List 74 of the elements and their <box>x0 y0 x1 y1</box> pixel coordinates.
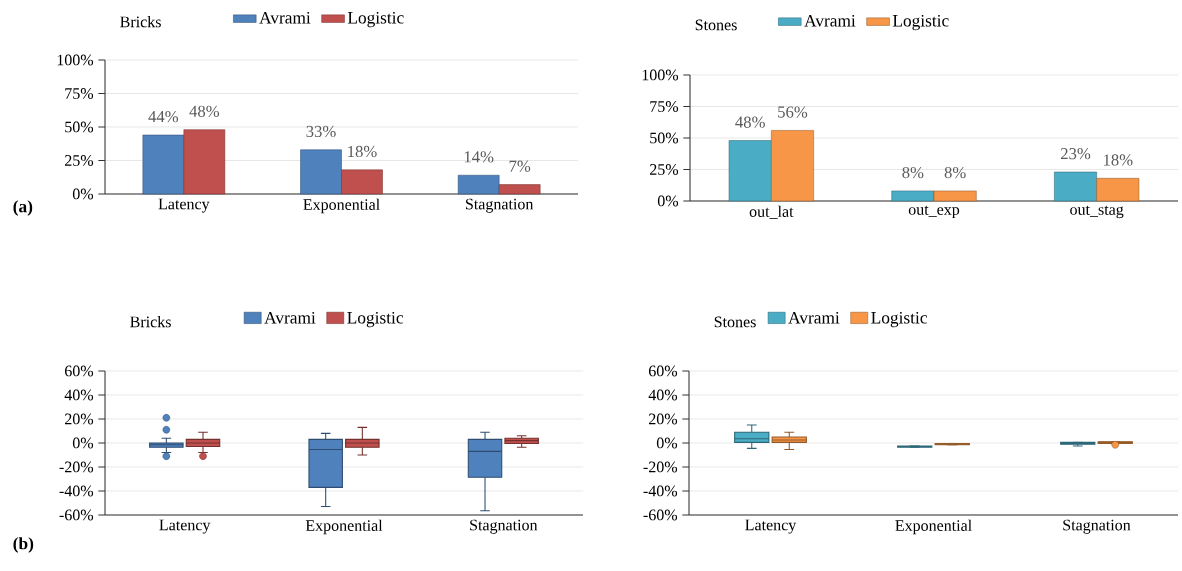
x-tick-label: out_exp <box>908 205 960 219</box>
y-tick-label: 25% <box>65 155 94 166</box>
y-tick-label: -60% <box>59 509 94 521</box>
y-tick-label: -20% <box>643 461 678 473</box>
x-tick-label: Latency <box>745 519 797 534</box>
y-tick-label: 75% <box>65 88 94 99</box>
bar <box>1054 171 1097 202</box>
x-tick-label: Exponential <box>305 519 383 535</box>
y-tick-label: 40% <box>648 389 678 401</box>
x-tick-label: Stagnation <box>1063 519 1131 534</box>
x-tick-label: Latency <box>158 198 210 213</box>
y-tick-label: 60% <box>65 365 94 377</box>
y-tick-label: 0% <box>72 188 94 200</box>
y-tick-label: 20% <box>65 413 94 425</box>
chart-title: Bricks <box>120 16 161 28</box>
bar <box>1096 178 1140 202</box>
y-tick-label: -20% <box>59 461 94 473</box>
x-tick-label: out_lat <box>749 205 794 219</box>
bar <box>891 190 935 202</box>
data-label: 18% <box>348 145 377 158</box>
chart-title: Bricks <box>130 316 171 328</box>
y-tick-label: 0% <box>72 437 94 449</box>
legend-label: Logistic <box>347 11 404 28</box>
y-tick-label: 25% <box>650 164 679 175</box>
x-tick-label: Latency <box>159 519 211 534</box>
data-label: 44% <box>148 111 179 123</box>
text: (b) <box>13 537 34 553</box>
y-tick-label: -60% <box>643 509 678 521</box>
y-tick-label: 0% <box>657 195 679 207</box>
legend-label: Logistic <box>347 311 403 328</box>
data-label: 18% <box>1104 154 1133 166</box>
data-label: 23% <box>1060 148 1091 160</box>
data-label: 8% <box>902 166 924 179</box>
data-label: 8% <box>944 166 966 179</box>
legend-label: Avrami <box>788 311 840 324</box>
x-tick-label: Stagnation <box>466 198 534 213</box>
y-tick-label: 60% <box>648 365 678 377</box>
legend-label: Avrami <box>804 14 856 27</box>
y-tick-label: -40% <box>59 485 94 497</box>
x-tick-label: Exponential <box>895 519 972 535</box>
x-tick-label: out_stag <box>1070 205 1124 219</box>
bar <box>300 149 342 195</box>
y-tick-label: 0% <box>656 437 678 449</box>
bar <box>728 140 772 202</box>
bar <box>498 184 541 195</box>
legend-label: Avrami <box>259 11 311 24</box>
legend-label: Logistic <box>871 311 927 328</box>
y-tick-label: 100% <box>642 69 679 81</box>
y-tick-label: 40% <box>64 389 94 401</box>
chart-title: Stones <box>695 19 737 31</box>
data-label: 7% <box>509 160 531 172</box>
bar <box>341 169 383 195</box>
y-tick-label: 50% <box>65 121 94 133</box>
x-tick-label: Stagnation <box>470 519 538 534</box>
chart-title: Stones <box>714 316 756 328</box>
bar <box>933 190 977 202</box>
data-label: 48% <box>735 116 765 128</box>
bar <box>457 174 500 195</box>
text: (a) <box>13 200 33 216</box>
y-tick-label: 50% <box>650 132 679 144</box>
data-label: 14% <box>464 151 494 163</box>
x-tick-label: Exponential <box>303 198 380 214</box>
y-tick-label: 75% <box>650 101 679 112</box>
bar <box>771 130 814 202</box>
legend-label: Logistic <box>892 14 949 31</box>
y-tick-label: 20% <box>649 413 678 425</box>
bar <box>142 134 185 195</box>
y-tick-label: -40% <box>643 485 678 497</box>
data-label: 56% <box>778 106 808 118</box>
y-tick-label: 100% <box>57 54 94 66</box>
legend-label: Avrami <box>264 311 316 324</box>
data-label: 33% <box>306 125 336 138</box>
data-label: 48% <box>189 105 220 117</box>
bar <box>183 129 226 195</box>
